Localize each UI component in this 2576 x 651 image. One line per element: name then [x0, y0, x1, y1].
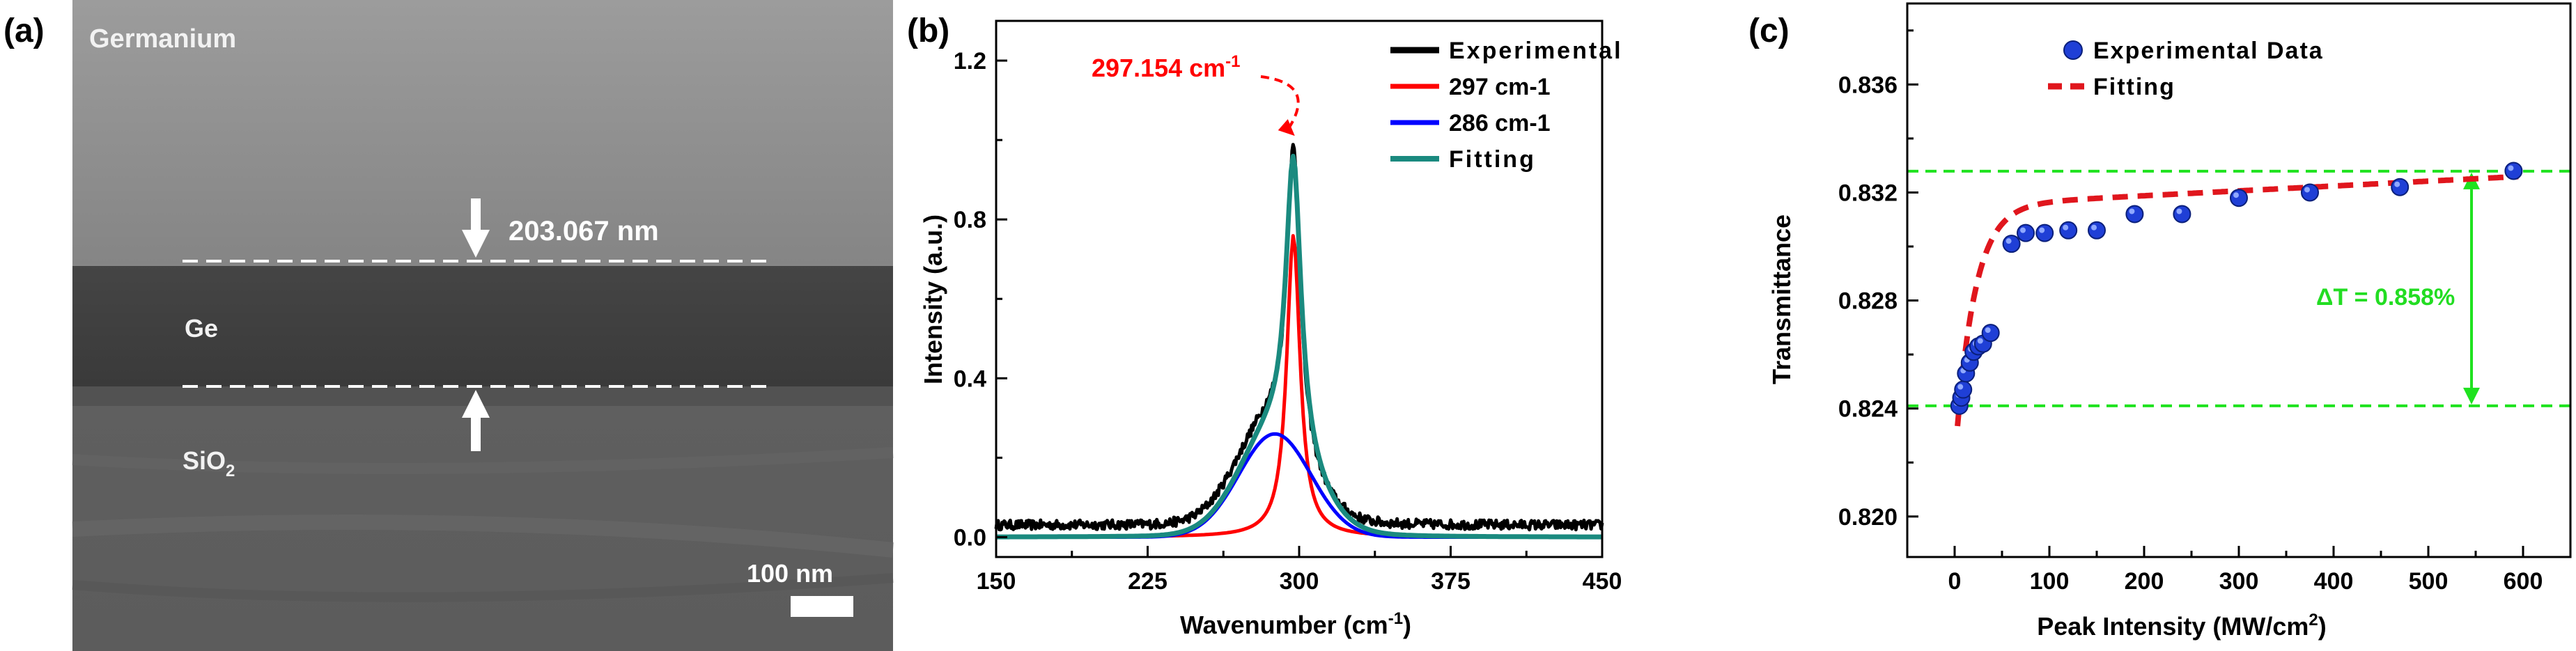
- y-tick-label: 0.828: [1838, 288, 1898, 315]
- y-tick-label: 0.832: [1838, 180, 1898, 206]
- x-tick-label: 150: [977, 568, 1016, 595]
- legend-286: 286 cm-1: [1449, 110, 1551, 136]
- data-point: [2230, 189, 2248, 207]
- x-tick-label: 500: [2409, 568, 2449, 595]
- data-point: [2035, 223, 2054, 242]
- y-tick-label: 0.820: [1838, 504, 1898, 531]
- x-tick-label: 375: [1431, 568, 1471, 595]
- x-tick-label: 0: [1948, 568, 1962, 595]
- legend-fitting: Fitting: [1449, 146, 1536, 173]
- legend: Experimental 297 cm-1 286 cm-1 Fitting: [1390, 38, 1623, 173]
- ge-layer-label: Ge: [185, 314, 218, 343]
- x-tick-label: 400: [2314, 568, 2354, 595]
- legend-297: 297 cm-1: [1449, 74, 1551, 100]
- y-tick-label: 0.836: [1838, 72, 1898, 98]
- up-arrow-icon: [462, 390, 490, 451]
- x-tick-label: 300: [1280, 568, 1319, 595]
- data-point-highlight: [1957, 384, 1964, 390]
- panel-a-label: (a): [3, 13, 45, 49]
- y-tick-label: 0.8: [954, 207, 986, 233]
- y-axis-label: Intensity (a.u.): [919, 214, 947, 384]
- data-point-highlight: [2020, 227, 2026, 233]
- data-point-highlight: [1977, 338, 1983, 344]
- annotation-arrowhead: [1278, 119, 1295, 136]
- germanium-label: Germanium: [89, 24, 236, 54]
- legend-experimental: Experimental: [1449, 38, 1623, 64]
- panel-a: (a) Germanium 203.067 nm Ge SiO2 100 nm: [3, 0, 894, 651]
- data-point: [2059, 221, 2078, 240]
- thickness-label: 203.067 nm: [509, 216, 659, 246]
- data-point-highlight: [2176, 208, 2182, 214]
- data-point-highlight: [2394, 181, 2400, 187]
- data-point: [2301, 183, 2319, 202]
- data-point: [2017, 223, 2035, 242]
- down-arrow-icon: [462, 198, 490, 258]
- x-tick-label: 225: [1128, 568, 1167, 595]
- x-axis-label: Peak Intensity (MW/cm2): [2037, 611, 2326, 641]
- legend-experimental-data: Experimental Data: [2093, 38, 2324, 64]
- y-tick-label: 0.4: [954, 366, 986, 392]
- data-point-highlight: [1985, 327, 1991, 334]
- panel-c-label: (c): [1748, 13, 1790, 49]
- delta-arrow-down-icon: [2463, 387, 2480, 405]
- y-tick-label: 1.2: [954, 48, 986, 74]
- data-point: [2125, 205, 2144, 223]
- sem-image: [72, 0, 894, 651]
- raman-chart: (b) 150 225 300 375 450 0.0 0.4 0.8 1.2 Intensit…: [907, 13, 1623, 639]
- series-fitting: [995, 153, 1603, 540]
- y-tick-label: 0.824: [1838, 396, 1898, 423]
- data-point-highlight: [2508, 165, 2514, 171]
- x-tick-label: 600: [2504, 568, 2543, 595]
- data-point-highlight: [2129, 208, 2135, 214]
- data-point-highlight: [2005, 238, 2012, 244]
- y-tick-label: 0.0: [954, 524, 986, 551]
- data-point-highlight: [2304, 187, 2310, 193]
- data-point-highlight: [2063, 224, 2069, 230]
- legend-fitting: Fitting: [2093, 74, 2175, 100]
- panel-b-label: (b): [907, 13, 949, 49]
- data-point: [2088, 221, 2106, 240]
- delta-t-label: ΔT = 0.858%: [2316, 284, 2455, 311]
- scale-bar-label: 100 nm: [747, 559, 833, 588]
- x-tick-label: 100: [2030, 568, 2070, 595]
- data-point: [2504, 162, 2523, 180]
- sio2-label: SiO2: [183, 446, 235, 480]
- x-tick-label: 450: [1583, 568, 1622, 595]
- annotation-arrow: [1260, 75, 1300, 129]
- data-point-highlight: [2233, 192, 2239, 198]
- y-axis-label: Transmittance: [1767, 214, 1796, 384]
- data-point: [2173, 205, 2191, 223]
- scale-bar: [791, 596, 853, 617]
- x-tick-label: 200: [2125, 568, 2164, 595]
- data-point-highlight: [2091, 224, 2097, 230]
- peak-annotation: 297.154 cm-1: [1092, 52, 1241, 82]
- legend: Experimental Data Fitting: [2048, 38, 2324, 100]
- data-point: [2002, 235, 2021, 253]
- legend-marker-experimental: [2063, 40, 2083, 60]
- data-point: [1981, 324, 2000, 343]
- data-point: [2391, 178, 2410, 196]
- transmittance-chart: (c) 0 100 200 300 400 500 600 0.820 0.824 0.828 0.…: [1748, 2, 2572, 641]
- data-point-highlight: [2039, 227, 2045, 233]
- x-tick-label: 300: [2219, 568, 2259, 595]
- data-point: [1954, 380, 1973, 399]
- x-axis-label: Wavenumber (cm-1): [1180, 609, 1411, 639]
